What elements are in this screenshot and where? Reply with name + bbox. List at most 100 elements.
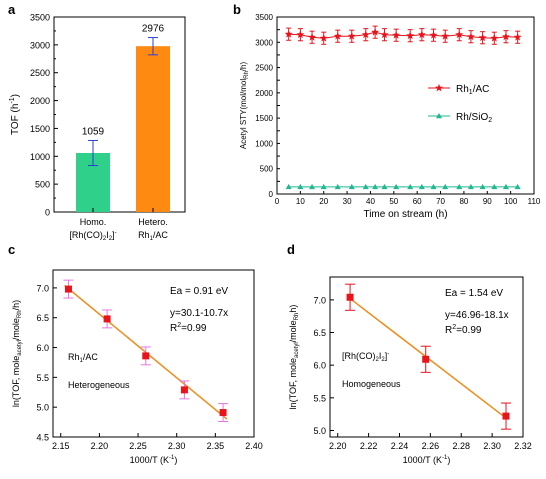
x-tick-label: 2.32 bbox=[514, 441, 532, 451]
data-point bbox=[392, 31, 401, 39]
y-tick-label: 5.5 bbox=[313, 393, 326, 403]
x-tick-label: 2.26 bbox=[422, 441, 440, 451]
y-tick-label: 2000 bbox=[255, 89, 273, 98]
legend-marker bbox=[436, 113, 442, 119]
x-tick-label: 2.24 bbox=[391, 441, 409, 451]
x-tick-label: 2.28 bbox=[452, 441, 470, 451]
data-point bbox=[319, 34, 328, 42]
data-point bbox=[296, 30, 305, 39]
data-point bbox=[490, 34, 499, 42]
x-tick-label: 90 bbox=[483, 197, 492, 206]
x-tick-label: 40 bbox=[366, 197, 375, 206]
x-tick-label: 20 bbox=[319, 197, 328, 206]
x-tick-label: 2.30 bbox=[483, 441, 501, 451]
x-axis-label: Time on stream (h) bbox=[363, 209, 447, 220]
y-tick-label: 3500 bbox=[255, 13, 273, 22]
r-squared: R2=0.99 bbox=[445, 324, 482, 336]
x-tick-label: 80 bbox=[459, 197, 468, 206]
x-tick-label: 2.22 bbox=[360, 441, 378, 451]
category-label: Homo. bbox=[80, 217, 107, 227]
data-point bbox=[64, 285, 72, 293]
data-point bbox=[514, 183, 521, 190]
mode-label: Heterogeneous bbox=[68, 380, 130, 390]
y-tick-label: 5.0 bbox=[313, 426, 326, 436]
y-tick-label: 0 bbox=[45, 208, 50, 218]
activation-energy: Ea = 0.91 eV bbox=[170, 286, 228, 297]
y-tick-label: 6.5 bbox=[36, 313, 49, 323]
data-point bbox=[502, 183, 509, 190]
panel-label: c bbox=[8, 242, 15, 257]
y-tick-label: 0 bbox=[269, 190, 274, 199]
panel-c: 4.5 5.0 5.5 6.0 6.5 7.0 2.15 2.20 2.25 2.30 2.35 2.… bbox=[11, 269, 263, 465]
data-point bbox=[442, 183, 449, 190]
x-tick-label: 100 bbox=[504, 197, 518, 206]
error-bar bbox=[148, 37, 158, 56]
catalyst-label: [Rh(CO)2I2]- bbox=[342, 351, 389, 363]
data-point bbox=[513, 33, 522, 41]
x-tick-label: 60 bbox=[413, 197, 422, 206]
panel-label: d bbox=[287, 242, 295, 257]
data-point bbox=[441, 32, 450, 40]
y-tick-label: 2500 bbox=[255, 64, 273, 73]
data-point bbox=[361, 30, 370, 39]
data-point bbox=[393, 183, 400, 190]
y-tick-label: 3500 bbox=[30, 13, 50, 23]
x-axis-label: 1000/T (K-1) bbox=[130, 455, 178, 465]
data-point bbox=[309, 183, 316, 190]
x-tick-label: 50 bbox=[389, 197, 398, 206]
data-point bbox=[284, 30, 293, 38]
bar bbox=[136, 46, 170, 212]
y-tick-label: 6.0 bbox=[36, 343, 49, 353]
data-point bbox=[491, 183, 498, 190]
category-label: [Rh(CO)2I2]- bbox=[69, 230, 116, 242]
category-label: Rh1/AC bbox=[138, 230, 168, 242]
r-squared: R2=0.99 bbox=[170, 322, 207, 334]
y-tick-label: 6.0 bbox=[313, 361, 326, 371]
legend-marker bbox=[435, 83, 443, 92]
x-tick-label: 30 bbox=[343, 197, 352, 206]
y-axis-label: TOF (h-1) bbox=[9, 94, 21, 135]
y-tick-label: 3000 bbox=[30, 40, 50, 50]
x-tick-label: 2.30 bbox=[168, 441, 186, 451]
data-point bbox=[456, 183, 463, 190]
error-bar bbox=[88, 139, 98, 167]
plot-frame bbox=[52, 269, 255, 438]
data-point bbox=[371, 28, 380, 36]
data-point bbox=[479, 183, 486, 190]
x-tick-label: 70 bbox=[436, 197, 445, 206]
x-tick-label: 2.20 bbox=[329, 441, 347, 451]
x-tick-label: 2.25 bbox=[129, 441, 147, 451]
data-point bbox=[455, 30, 464, 39]
data-point bbox=[333, 32, 342, 40]
series-1 bbox=[285, 183, 521, 190]
data-point bbox=[417, 30, 426, 39]
data-point bbox=[372, 183, 379, 190]
y-tick-label: 1500 bbox=[255, 114, 273, 123]
y-tick-label: 1000 bbox=[255, 139, 273, 148]
fit-equation: y=30.1-10.7x bbox=[170, 308, 228, 319]
data-point bbox=[430, 183, 437, 190]
data-point bbox=[219, 409, 227, 417]
value-label: 1059 bbox=[82, 126, 105, 137]
x-tick-label: 2.20 bbox=[91, 441, 109, 451]
y-tick-label: 3000 bbox=[255, 38, 273, 47]
legend-entry: Rh/SiO2 bbox=[428, 112, 492, 124]
data-point bbox=[362, 183, 369, 190]
y-tick-label: 6.5 bbox=[313, 328, 326, 338]
y-tick-label: 1000 bbox=[30, 152, 50, 162]
plot-frame bbox=[276, 16, 535, 195]
y-axis-label: ln(TOF, moleacetyl/moleRh/h) bbox=[11, 300, 23, 407]
activation-energy: Ea = 1.54 eV bbox=[445, 288, 503, 299]
legend-entry: Rh1/AC bbox=[428, 83, 489, 96]
series-0 bbox=[284, 25, 522, 45]
x-tick-label: 0 bbox=[275, 197, 280, 206]
x-tick-label: 110 bbox=[528, 197, 541, 206]
x-tick-label: 10 bbox=[296, 197, 305, 206]
y-tick-label: 2500 bbox=[30, 68, 50, 78]
data-point bbox=[380, 30, 389, 39]
data-point bbox=[467, 183, 474, 190]
x-tick-label: 2.40 bbox=[245, 441, 263, 451]
data-point bbox=[346, 293, 354, 301]
x-tick-label: 2.35 bbox=[207, 441, 225, 451]
